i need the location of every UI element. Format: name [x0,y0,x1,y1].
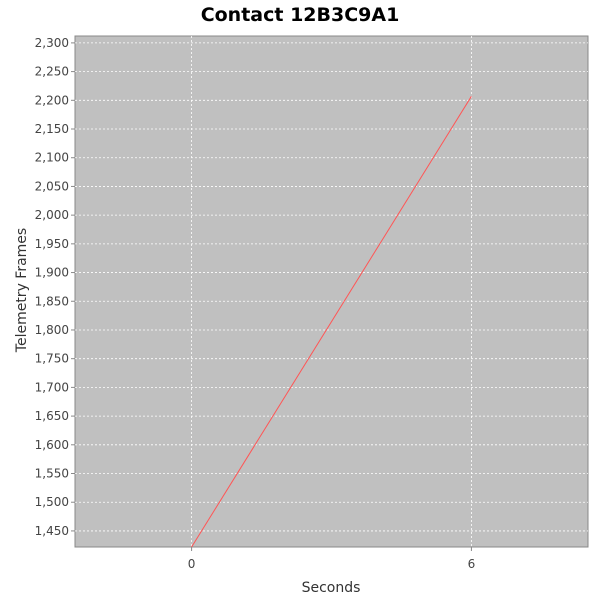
y-tick-label: 1,850 [35,294,69,308]
y-tick-label: 2,050 [35,179,69,193]
y-tick-label: 2,250 [35,65,69,79]
series-line [191,96,472,548]
y-tick-label: 1,750 [35,352,69,366]
y-tick-label: 1,550 [35,467,69,481]
x-tick-label: 6 [468,557,476,571]
x-tick-label: 0 [188,557,196,571]
y-tick-label: 2,150 [35,122,69,136]
y-tick-label: 1,500 [35,495,69,509]
y-tick-label: 1,450 [35,524,69,538]
gridlines [75,36,588,547]
y-tick-label: 1,650 [35,409,69,423]
y-tick-label: 1,600 [35,438,69,452]
y-tick-label: 1,900 [35,266,69,280]
y-tick-label: 2,300 [35,36,69,50]
series-layer [191,96,472,548]
plot-area [74,35,589,548]
y-tick-label: 2,200 [35,93,69,107]
chart-title: Contact 12B3C9A1 [201,4,400,26]
y-axis: 1,450 1,500 1,550 1,600 1,650 1,700 1,750 1,800… [35,36,75,538]
x-axis-title: Seconds [302,580,361,596]
y-tick-label: 1,950 [35,237,69,251]
y-tick-label: 1,700 [35,380,69,394]
y-tick-label: 2,100 [35,151,69,165]
y-tick-label: 2,000 [35,208,69,222]
y-axis-title: Telemetry Frames [14,228,30,353]
y-tick-label: 1,800 [35,323,69,337]
